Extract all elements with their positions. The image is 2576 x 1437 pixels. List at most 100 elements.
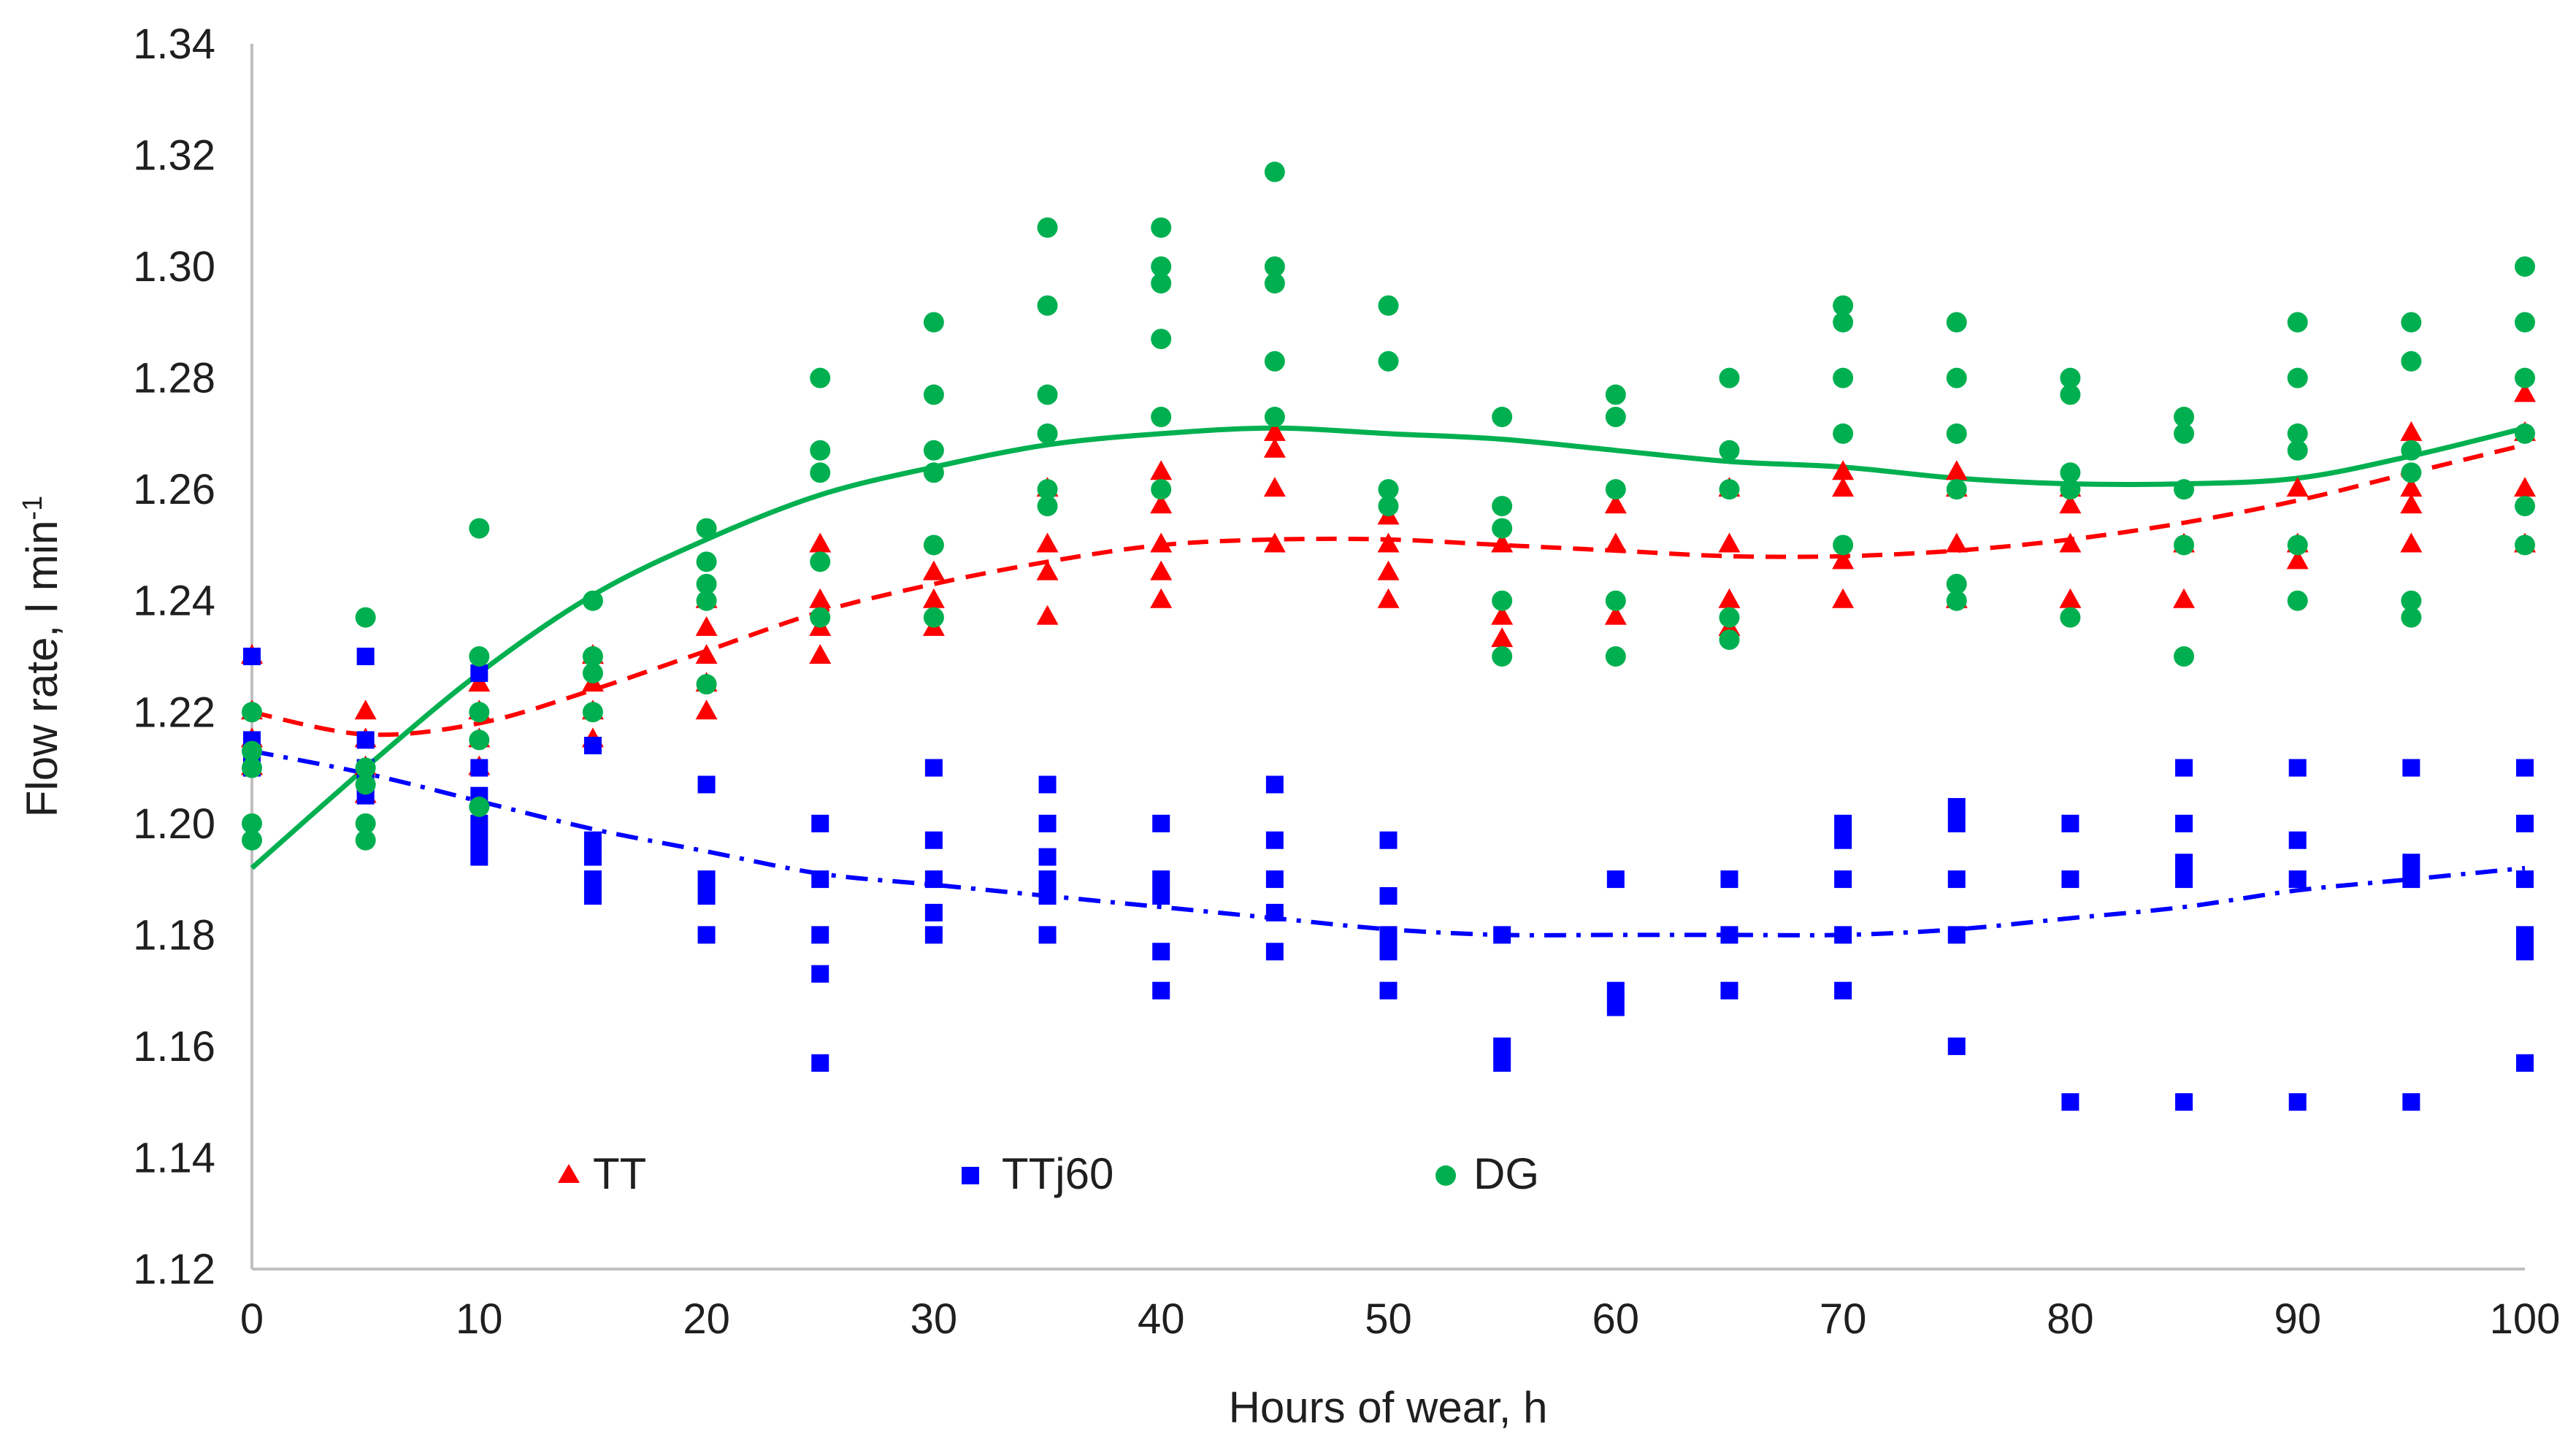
data-point-ttj60 [2516, 943, 2534, 961]
data-point-tt [922, 588, 945, 608]
data-point-dg [2515, 423, 2535, 444]
x-tick-labels: 0 10 20 30 40 50 60 70 80 90 100 [240, 1295, 2561, 1343]
data-point-tt [1150, 460, 1173, 480]
data-point-dg [2174, 646, 2195, 667]
data-point-ttj60 [1493, 926, 1511, 944]
data-point-ttj60 [1152, 886, 1170, 905]
legend-item-dg: DG [1435, 1149, 1539, 1198]
data-point-tt [2059, 588, 2082, 608]
data-point-tt [809, 588, 832, 608]
data-point-dg [1946, 479, 1967, 500]
data-point-dg [2174, 534, 2195, 556]
data-point-dg [355, 757, 376, 778]
data-point-dg [1492, 496, 1513, 517]
data-point-dg [2174, 407, 2195, 428]
data-point-tt [2059, 532, 2082, 553]
data-point-ttj60 [924, 870, 943, 889]
data-point-dg [1264, 350, 1285, 372]
data-point-dg [582, 702, 603, 723]
data-point-ttj60 [697, 926, 716, 944]
data-point-dg [2515, 534, 2535, 556]
data-point-ttj60 [1379, 831, 1398, 849]
data-point-dg [1833, 534, 1854, 556]
data-point-ttj60 [811, 814, 829, 832]
data-point-dg [1037, 217, 1058, 238]
data-point-dg [242, 702, 262, 723]
data-point-dg [810, 607, 831, 628]
data-point-dg [1151, 256, 1172, 277]
data-point-dg [469, 518, 490, 539]
data-point-dg [1492, 590, 1513, 611]
data-point-ttj60 [1038, 870, 1057, 889]
data-point-dg [1833, 312, 1854, 333]
data-point-tt [1945, 460, 1968, 480]
data-point-ttj60 [1606, 998, 1625, 1016]
data-point-ttj60 [1493, 1054, 1511, 1072]
data-point-dg [923, 384, 944, 405]
data-point-dg [1151, 217, 1172, 238]
y-tick-label: 1.14 [133, 1134, 215, 1181]
data-point-ttj60 [811, 926, 829, 944]
data-point-dg [1037, 384, 1058, 405]
x-tick-label: 40 [1138, 1295, 1185, 1343]
x-tick-label: 100 [2490, 1295, 2561, 1343]
data-point-dg [242, 813, 262, 834]
data-point-dg [1719, 629, 1740, 651]
data-point-ttj60 [2175, 1093, 2193, 1111]
data-point-dg [2515, 496, 2535, 517]
data-point-tt [2514, 382, 2536, 402]
data-point-ttj60 [697, 870, 716, 889]
data-point-dg [1378, 496, 1399, 517]
data-point-ttj60 [2175, 854, 2193, 872]
data-point-tt [1718, 588, 1741, 608]
data-point-ttj60 [1947, 1037, 1966, 1055]
data-point-tt [1604, 494, 1627, 514]
data-point-dg [242, 829, 262, 851]
y-tick-label: 1.30 [133, 243, 215, 291]
data-point-ttj60 [1947, 926, 1966, 944]
data-point-dg [2287, 423, 2308, 444]
data-point-tt [1263, 421, 1286, 441]
data-point-ttj60 [924, 759, 943, 777]
data-point-dg [1946, 312, 1967, 333]
data-point-dg [2174, 423, 2195, 444]
data-point-dg [1605, 384, 1626, 405]
x-tick-label: 10 [456, 1295, 503, 1343]
data-point-dg [1605, 646, 1626, 667]
data-point-dg [242, 740, 262, 762]
data-point-dg [469, 646, 490, 667]
data-point-dg [1378, 295, 1399, 316]
legend-dg-marker [1435, 1165, 1456, 1186]
data-point-dg [1719, 440, 1740, 461]
y-axis-title-main: Flow rate, l min [18, 521, 66, 818]
data-point-tt [2400, 532, 2423, 553]
data-point-tt [1377, 588, 1400, 608]
y-tick-label: 1.16 [133, 1023, 215, 1070]
data-point-ttj60 [697, 775, 716, 794]
data-point-tt [1945, 532, 1968, 553]
data-point-ttj60 [2516, 926, 2534, 944]
data-point-ttj60 [583, 848, 602, 866]
data-point-ttj60 [583, 870, 602, 889]
y-tick-label: 1.28 [133, 355, 215, 402]
data-point-ttj60 [2402, 870, 2420, 889]
data-point-dg [2515, 256, 2535, 277]
data-point-ttj60 [2061, 814, 2079, 832]
data-point-tt [1832, 477, 1855, 497]
y-axis-title-superscript: -1 [18, 496, 48, 521]
data-point-ttj60 [1379, 943, 1398, 961]
data-point-tt [2400, 477, 2423, 497]
data-point-ttj60 [470, 848, 488, 866]
data-point-ttj60 [583, 737, 602, 755]
data-point-dg [1264, 272, 1285, 294]
data-point-ttj60 [2288, 759, 2307, 777]
data-point-ttj60 [1038, 814, 1057, 832]
data-point-dg [2515, 367, 2535, 388]
x-tick-label: 20 [683, 1295, 730, 1343]
data-point-dg [1378, 479, 1399, 500]
data-point-dg [2174, 479, 2195, 500]
data-point-tt [1604, 605, 1627, 625]
data-point-tt [1832, 588, 1855, 608]
data-point-dg [1151, 407, 1172, 428]
data-point-ttj60 [1834, 926, 1852, 944]
